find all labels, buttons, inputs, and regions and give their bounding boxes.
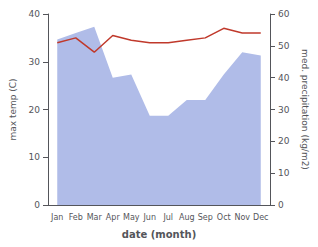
svg-text:Nov: Nov <box>234 213 250 222</box>
svg-text:Sep: Sep <box>198 213 213 222</box>
svg-text:20: 20 <box>29 105 41 115</box>
svg-text:0: 0 <box>278 200 284 210</box>
svg-text:10: 10 <box>278 168 290 178</box>
svg-text:Oct: Oct <box>217 213 231 222</box>
svg-text:Jan: Jan <box>50 213 63 222</box>
svg-text:50: 50 <box>278 41 290 51</box>
svg-text:0: 0 <box>34 200 40 210</box>
svg-text:max temp (C): max temp (C) <box>8 78 18 140</box>
svg-text:30: 30 <box>278 105 290 115</box>
svg-text:40: 40 <box>278 73 290 83</box>
svg-text:Feb: Feb <box>69 213 83 222</box>
svg-text:date (month): date (month) <box>122 229 196 240</box>
svg-text:40: 40 <box>29 9 41 19</box>
svg-text:10: 10 <box>29 152 41 162</box>
svg-text:Jun: Jun <box>143 213 157 222</box>
svg-text:60: 60 <box>278 9 290 19</box>
svg-text:Dec: Dec <box>253 213 268 222</box>
svg-text:30: 30 <box>29 57 41 67</box>
svg-text:May: May <box>123 213 140 222</box>
svg-text:med. precipitation (kg/m2): med. precipitation (kg/m2) <box>300 49 310 170</box>
svg-text:Jul: Jul <box>162 213 173 222</box>
svg-text:Mar: Mar <box>87 213 103 222</box>
svg-text:Aug: Aug <box>179 213 195 222</box>
svg-text:Apr: Apr <box>106 213 121 222</box>
svg-text:20: 20 <box>278 136 290 146</box>
